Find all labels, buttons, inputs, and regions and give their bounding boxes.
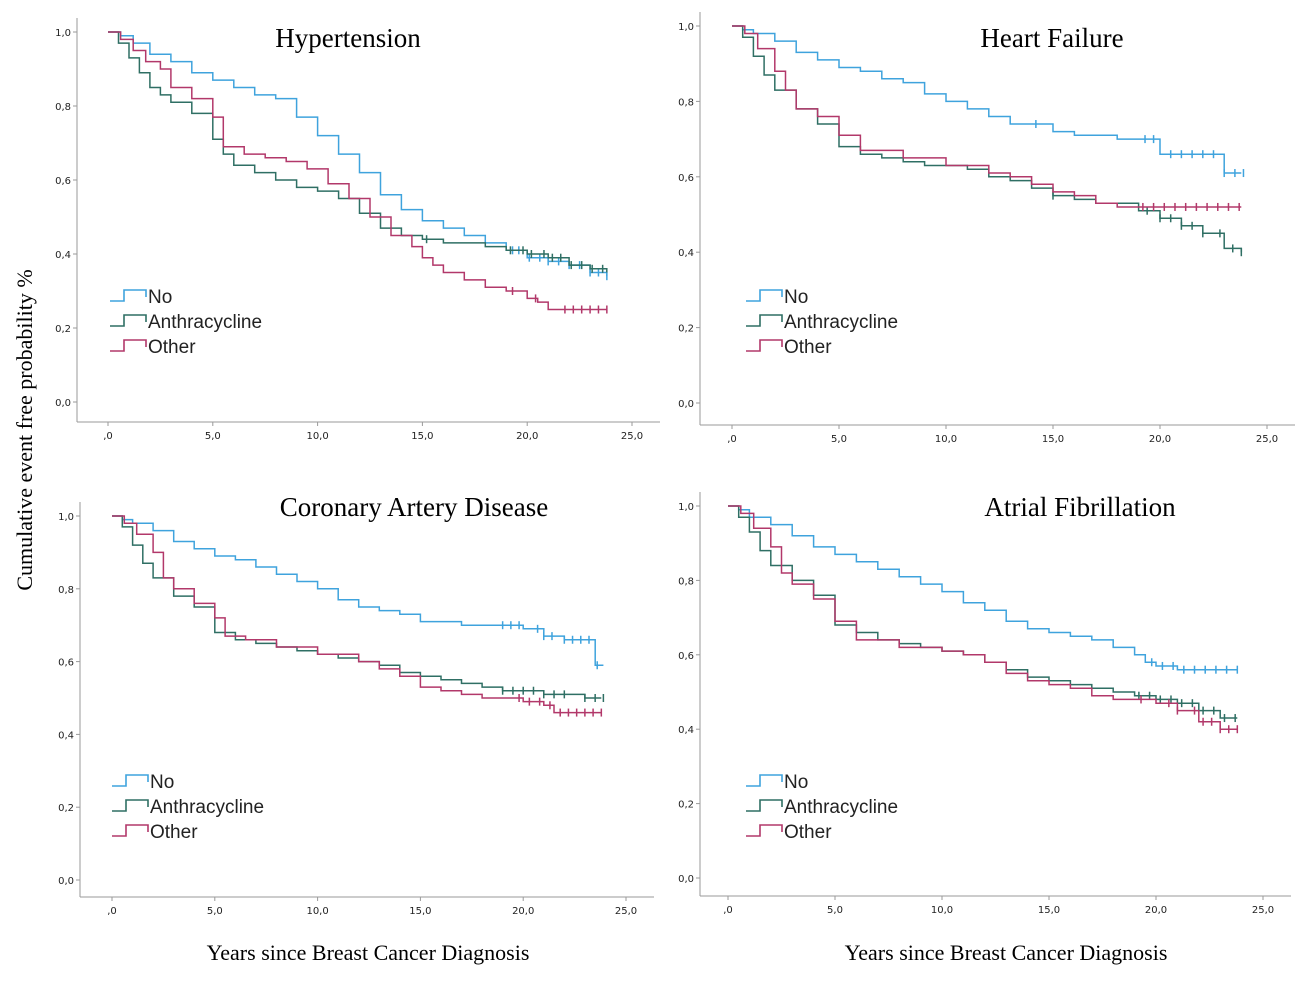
x-tick-label: 20,0	[516, 431, 538, 442]
panel-title: Hypertension	[275, 23, 421, 53]
y-tick-label: 0,0	[58, 876, 74, 887]
x-tick-label: 5,0	[207, 906, 223, 917]
x-tick-label: ,0	[107, 906, 117, 917]
x-tick-label: 20,0	[1145, 905, 1167, 916]
x-axis-title-right: Years since Breast Cancer Diagnosis	[845, 940, 1168, 965]
series-line-other	[728, 505, 1238, 730]
y-tick-label: 0,6	[58, 658, 74, 669]
legend-swatch-no	[746, 289, 783, 302]
x-tick-label: 15,0	[409, 906, 431, 917]
x-tick-label: 25,0	[1252, 905, 1274, 916]
y-tick-label: 0,4	[678, 248, 694, 259]
y-tick-label: 1,0	[58, 512, 74, 523]
x-axis-title-left: Years since Breast Cancer Diagnosis	[207, 940, 530, 965]
legend-swatch-other	[110, 339, 147, 352]
legend-label-no: No	[784, 287, 808, 308]
series-line-other	[732, 25, 1242, 208]
y-tick-label: 0,0	[55, 398, 71, 409]
panel-heart-failure: ,0 5,0 10,0 15,0 20,0 25,0 0,0 0,2 0,4 0,6 0,8 1,0 H…	[678, 12, 1295, 445]
y-axis-title: Cumulative event free probability %	[12, 269, 37, 590]
x-tick-label: 10,0	[931, 905, 953, 916]
y-tick-label: 0,0	[678, 874, 694, 885]
y-tick-label: 0,2	[55, 324, 71, 335]
legend-swatch-anthracycline	[110, 314, 147, 327]
series-line-other	[112, 515, 602, 714]
series-line-no	[108, 31, 608, 277]
y-tick-label: 0,4	[678, 725, 694, 736]
legend-swatch-other	[112, 824, 149, 837]
y-tick-label: 0,8	[678, 97, 694, 108]
panels: ,0 5,0 10,0 15,0 20,0 25,0 0,0 0,2 0,4 0,6 0,8 1,0 H…	[55, 12, 1295, 917]
series-line-anthracycline	[108, 31, 608, 273]
y-tick-label: 1,0	[55, 28, 71, 39]
legend-swatch-anthracycline	[746, 799, 783, 812]
legend-label-other: Other	[784, 337, 832, 358]
x-tick-label: 10,0	[306, 431, 328, 442]
legend-label-no: No	[784, 772, 808, 793]
legend-label-anthracycline: Anthracycline	[784, 312, 898, 333]
legend-swatch-other	[746, 824, 783, 837]
x-tick-label: 15,0	[1042, 434, 1064, 445]
legend-label-anthracycline: Anthracycline	[784, 797, 898, 818]
x-tick-label: ,0	[103, 431, 113, 442]
panel-hypertension: ,0 5,0 10,0 15,0 20,0 25,0 0,0 0,2 0,4 0,6 0,8 1,0 H…	[55, 18, 660, 442]
series-line-anthracycline	[732, 25, 1243, 253]
y-tick-label: 0,6	[678, 651, 694, 662]
y-tick-label: 0,2	[678, 324, 694, 335]
series-line-anthracycline	[728, 505, 1238, 719]
legend-label-other: Other	[148, 337, 196, 358]
y-tick-label: 0,4	[55, 250, 71, 261]
legend-label-anthracycline: Anthracycline	[148, 312, 262, 333]
legend-label-other: Other	[784, 822, 832, 843]
y-tick-label: 0,8	[678, 576, 694, 587]
legend-label-other: Other	[150, 822, 198, 843]
series-line-other	[108, 31, 607, 311]
x-tick-label: ,0	[723, 905, 733, 916]
y-tick-label: 0,8	[55, 102, 71, 113]
y-tick-label: 1,0	[678, 502, 694, 513]
legend-swatch-anthracycline	[746, 314, 783, 327]
series-line-anthracycline	[112, 515, 602, 699]
y-tick-label: 0,8	[58, 585, 74, 596]
x-tick-label: 25,0	[615, 906, 637, 917]
panel-title: Coronary Artery Disease	[280, 492, 548, 522]
panel-title: Atrial Fibrillation	[984, 492, 1176, 522]
series-line-no	[112, 515, 604, 666]
x-tick-label: 5,0	[205, 431, 221, 442]
x-tick-label: 20,0	[1149, 434, 1171, 445]
x-tick-label: 20,0	[512, 906, 534, 917]
x-tick-label: 5,0	[827, 905, 843, 916]
x-tick-label: 10,0	[935, 434, 957, 445]
legend-swatch-other	[746, 339, 783, 352]
legend-swatch-anthracycline	[112, 799, 149, 812]
y-tick-label: 0,2	[678, 800, 694, 811]
x-tick-label: 25,0	[621, 431, 643, 442]
legend-swatch-no	[746, 774, 783, 787]
y-tick-label: 0,4	[58, 730, 74, 741]
series-line-no	[728, 505, 1238, 671]
y-tick-label: 1,0	[678, 22, 694, 33]
legend-swatch-no	[110, 289, 147, 302]
panel-title: Heart Failure	[980, 23, 1123, 53]
y-tick-label: 0,0	[678, 399, 694, 410]
panel-coronary-artery-disease: ,0 5,0 10,0 15,0 20,0 25,0 0,0 0,2 0,4 0,6 0,8 1,0 C…	[58, 492, 654, 917]
legend-label-no: No	[150, 772, 174, 793]
x-tick-label: 15,0	[1038, 905, 1060, 916]
x-tick-label: ,0	[727, 434, 737, 445]
y-tick-label: 0,2	[58, 803, 74, 814]
legend-label-anthracycline: Anthracycline	[150, 797, 264, 818]
x-tick-label: 5,0	[831, 434, 847, 445]
legend-swatch-no	[112, 774, 149, 787]
x-tick-label: 10,0	[306, 906, 328, 917]
panel-atrial-fibrillation: ,0 5,0 10,0 15,0 20,0 25,0 0,0 0,2 0,4 0,6 0,8 1,0 A…	[678, 492, 1291, 916]
legend-label-no: No	[148, 287, 172, 308]
y-tick-label: 0,6	[55, 176, 71, 187]
x-tick-label: 15,0	[411, 431, 433, 442]
y-tick-label: 0,6	[678, 173, 694, 184]
x-tick-label: 25,0	[1256, 434, 1278, 445]
series-line-no	[732, 25, 1242, 174]
